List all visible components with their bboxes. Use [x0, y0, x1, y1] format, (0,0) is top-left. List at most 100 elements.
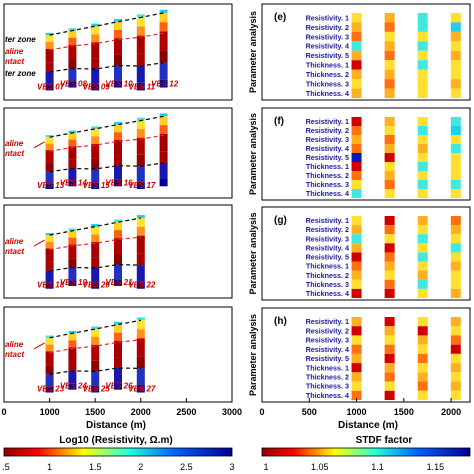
stdf-cell	[384, 216, 395, 226]
ves-layer	[45, 344, 54, 352]
ves-layer	[91, 267, 100, 283]
stdf-cell	[450, 216, 461, 226]
ves-layer	[91, 234, 100, 243]
panel-label: (e)	[274, 12, 286, 23]
ves-layer	[91, 26, 100, 35]
zone-label: aline	[5, 139, 24, 148]
water-zone-boundary-bottom	[49, 367, 141, 375]
ves-layer	[68, 139, 77, 147]
ves-layer	[68, 267, 77, 281]
ves-layer	[136, 317, 145, 321]
saline-contact-line	[49, 236, 141, 251]
stdf-cell	[351, 88, 362, 98]
ves-layer	[91, 158, 100, 169]
right-colorbar-tick-label: 1.15	[427, 462, 445, 472]
ves-layer	[91, 69, 100, 84]
right-panel-1: (e)Parameter analysis Resistivity. 1Resis…	[248, 3, 471, 101]
ves-layer	[91, 282, 100, 289]
stdf-cell	[417, 31, 428, 42]
stdf-cell	[384, 381, 395, 391]
ves-layer	[114, 29, 122, 39]
ves-layer	[159, 79, 168, 88]
ves-layer	[91, 385, 100, 393]
ves-layer	[114, 65, 122, 81]
right-colorbar-tick-label: 1	[263, 462, 268, 472]
stdf-cell	[351, 363, 362, 373]
parameter-label: Resistivity. 5	[306, 253, 349, 262]
right-panel-frame	[261, 307, 471, 403]
ves-layer	[45, 137, 54, 144]
ves-layer	[45, 48, 54, 63]
zone-label: ntact	[5, 247, 24, 256]
ves-layer	[136, 181, 145, 189]
stdf-cell	[417, 335, 428, 345]
stdf-cell	[384, 79, 395, 89]
ves-layer	[91, 344, 100, 361]
stdf-cell	[450, 363, 461, 373]
stdf-cell	[351, 243, 362, 253]
ves-layer	[91, 34, 100, 43]
ves-layer	[114, 165, 122, 180]
stdf-cell	[384, 317, 395, 327]
ves-layer	[45, 42, 54, 49]
ves-layer	[68, 168, 77, 181]
stdf-cell	[351, 279, 362, 289]
ves-layer	[136, 166, 145, 182]
stdf-cell	[417, 117, 428, 126]
ves-layer	[136, 66, 145, 83]
ves-layer	[68, 244, 77, 259]
stdf-cell	[384, 234, 395, 244]
left-colorbar-tick-label: 1	[47, 462, 52, 472]
zone-label: ter zone	[5, 69, 36, 78]
left-colorbar-title: Log10 (Resistivity, Ω.m)	[59, 435, 172, 446]
stdf-cell	[450, 31, 461, 42]
ves-layer	[114, 21, 122, 30]
saline-contact-line	[49, 134, 164, 152]
ves-layer	[45, 163, 54, 172]
left-panel-frame	[3, 306, 233, 403]
stdf-cell	[417, 13, 428, 23]
ves-layer	[68, 340, 77, 348]
ves-layer	[114, 238, 122, 255]
ves-layer	[114, 382, 122, 390]
left-x-tick-label: 2000	[131, 407, 151, 417]
right-panel-2: (f)Parameter analysis Resistivity. 1Resis…	[248, 107, 471, 201]
ves-layer	[114, 122, 122, 125]
stdf-cell	[384, 144, 395, 153]
stdf-cell	[450, 279, 461, 289]
parameter-label: Resistivity. 1	[306, 13, 349, 22]
stdf-cell	[417, 162, 428, 171]
left-panel-frame	[3, 3, 233, 101]
stdf-cell	[417, 180, 428, 189]
zone-label: ntact	[5, 57, 24, 66]
left-x-tick-label: 0	[1, 407, 6, 417]
ves-layer	[91, 257, 100, 268]
ves-layer	[68, 333, 77, 341]
stdf-cell	[417, 189, 428, 198]
right-section: (e)Parameter analysis Resistivity. 1Resis…	[248, 3, 471, 472]
parameter-label: Resistivity. 5	[306, 51, 349, 60]
parameter-label: Resistivity. 4	[306, 243, 349, 252]
stdf-cell	[384, 180, 395, 189]
stdf-cell	[417, 317, 428, 327]
panel-label: (f)	[274, 116, 284, 127]
ves-layer	[136, 53, 145, 67]
stdf-cell	[450, 372, 461, 382]
stdf-cell	[384, 353, 395, 364]
ves-label: VES 25	[83, 385, 111, 394]
stdf-cell	[417, 216, 428, 226]
stdf-cell	[417, 344, 428, 354]
stdf-cell	[351, 50, 362, 61]
left-x-tick-label: 1500	[85, 407, 105, 417]
ves-layer	[91, 128, 100, 137]
stdf-cell	[417, 372, 428, 382]
ves-label: VES 19	[60, 278, 88, 287]
parameter-label: Thickness. 2	[306, 373, 349, 382]
ves-layer	[45, 150, 54, 164]
ves-layer	[91, 136, 100, 144]
parameter-label: Resistivity. 1	[306, 117, 349, 126]
ves-layer	[68, 237, 77, 245]
parameter-label: Resistivity. 2	[306, 326, 349, 335]
ves-layer	[68, 370, 77, 384]
parameter-label: Resistivity. 5	[306, 354, 349, 363]
